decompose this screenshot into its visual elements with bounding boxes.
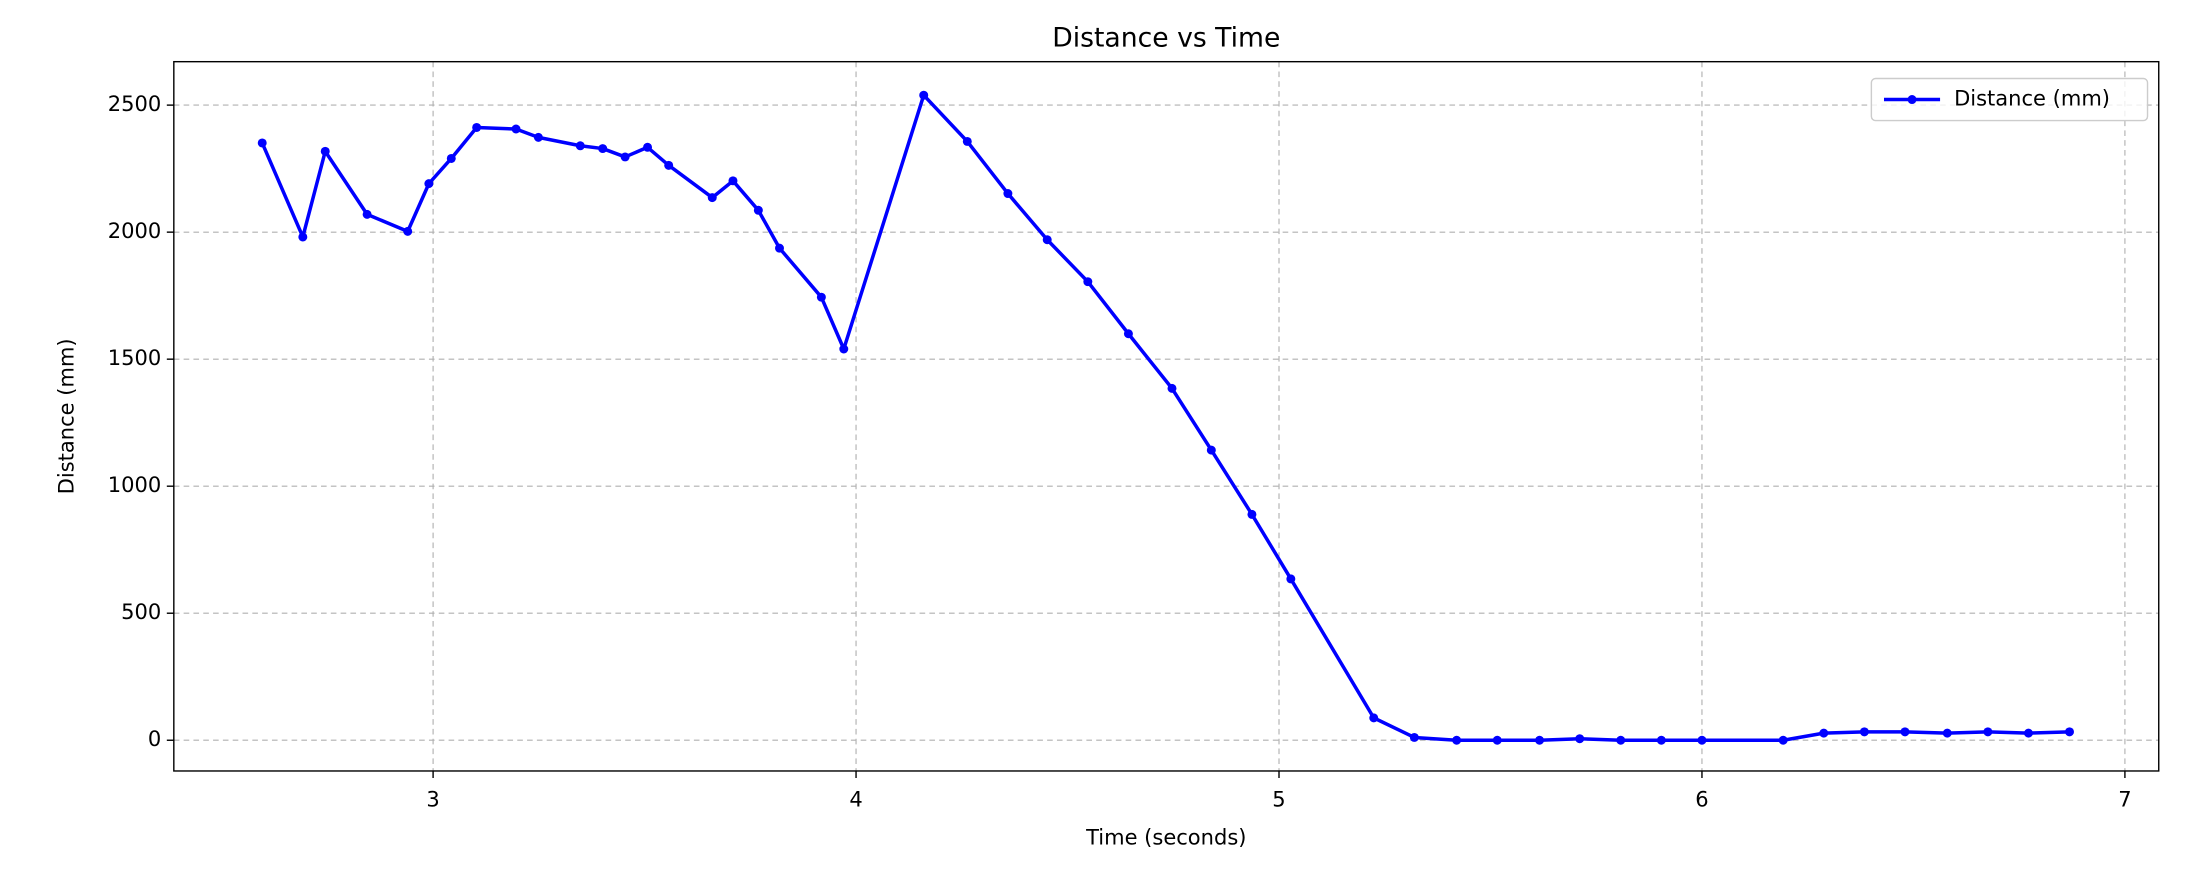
data-point xyxy=(2023,728,2033,738)
data-point xyxy=(1206,445,1216,455)
x-tick-label: 3 xyxy=(426,786,439,811)
data-point xyxy=(2065,727,2074,737)
data-point xyxy=(446,153,456,163)
data-point xyxy=(1616,735,1626,745)
data-point xyxy=(1697,735,1707,745)
data-point xyxy=(1575,734,1585,744)
data-point xyxy=(575,141,585,151)
legend-box xyxy=(1870,77,2149,122)
data-point xyxy=(1452,735,1462,745)
plot-frame xyxy=(173,60,2160,772)
legend-marker xyxy=(1907,95,1917,105)
data-point xyxy=(753,205,763,215)
data-point xyxy=(816,292,826,302)
data-point xyxy=(1369,713,1379,723)
x-tick-label: 7 xyxy=(2118,786,2131,811)
data-point xyxy=(620,152,630,162)
data-point xyxy=(1042,235,1052,245)
data-point xyxy=(839,344,849,354)
data-point xyxy=(1409,732,1419,742)
y-tick-label: 2500 xyxy=(108,91,161,116)
x-tick-label: 5 xyxy=(1272,786,1285,811)
data-point xyxy=(1778,735,1788,745)
data-point xyxy=(728,176,738,186)
data-point xyxy=(962,136,972,146)
data-point xyxy=(298,232,308,242)
y-tick-label: 1500 xyxy=(108,345,161,370)
data-point xyxy=(1535,735,1545,745)
data-point xyxy=(403,226,413,236)
data-point xyxy=(598,144,608,154)
data-point xyxy=(511,124,521,134)
data-point xyxy=(320,146,330,156)
data-point xyxy=(775,243,784,253)
data-point xyxy=(1983,727,1993,737)
y-tick-label: 2000 xyxy=(108,218,161,243)
x-axis-label: Time (seconds) xyxy=(1085,824,1246,849)
data-point xyxy=(1656,735,1666,745)
data-point xyxy=(1003,189,1013,199)
data-point xyxy=(424,179,434,189)
data-point xyxy=(472,122,482,132)
data-point xyxy=(707,193,717,203)
data-point xyxy=(1083,277,1093,287)
y-tick-label: 1000 xyxy=(108,472,161,497)
data-point xyxy=(533,132,543,142)
data-point xyxy=(1900,727,1910,737)
y-axis-label: Distance (mm) xyxy=(53,338,78,494)
data-line xyxy=(260,93,2070,742)
chart-title: Distance vs Time xyxy=(1052,23,1280,54)
data-point xyxy=(1942,728,1952,738)
y-tick-label: 0 xyxy=(148,726,161,751)
data-point xyxy=(1819,728,1829,738)
data-point xyxy=(643,142,653,152)
data-point xyxy=(919,90,929,100)
x-tick-label: 6 xyxy=(1695,786,1708,811)
data-point xyxy=(257,138,267,148)
data-point xyxy=(1247,509,1257,519)
legend-label: Distance (mm) xyxy=(1954,86,2110,111)
y-tick-label: 500 xyxy=(121,599,161,624)
x-tick-label: 4 xyxy=(849,786,862,811)
data-point xyxy=(664,160,674,170)
data-point xyxy=(362,209,372,219)
data-point xyxy=(1286,574,1296,584)
data-point xyxy=(1492,735,1502,745)
data-point xyxy=(1859,727,1869,737)
data-point xyxy=(1123,329,1133,339)
data-point xyxy=(1167,383,1177,393)
